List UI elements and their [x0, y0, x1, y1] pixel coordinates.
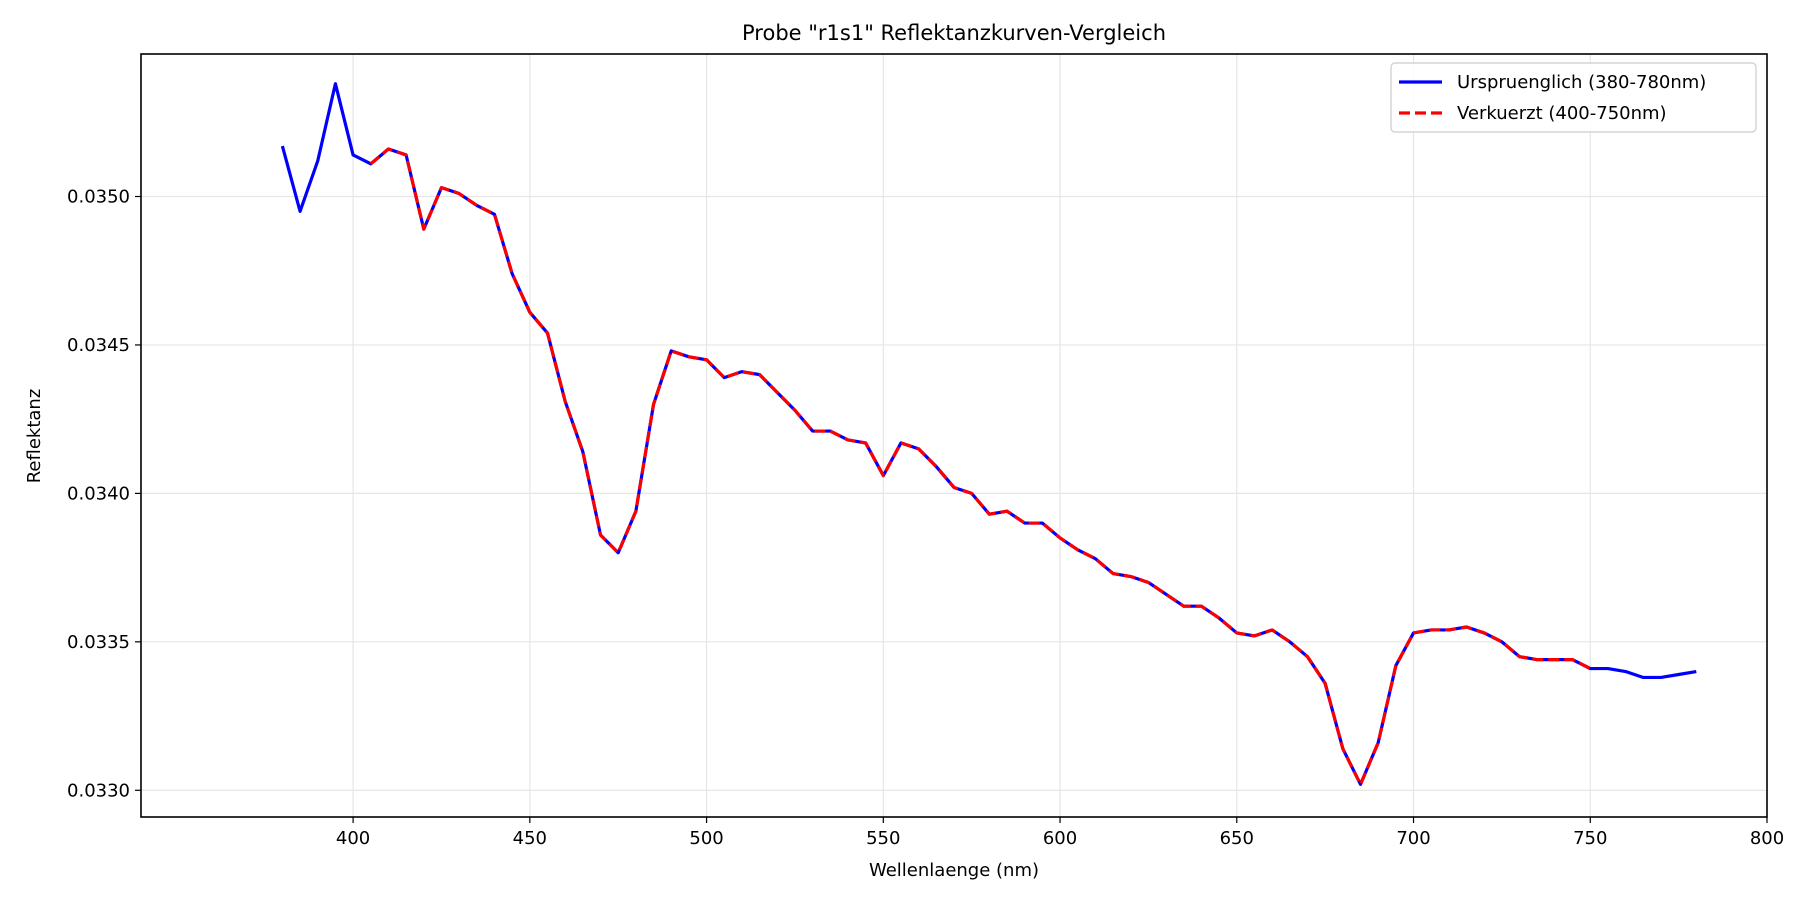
x-tick-label: 500	[689, 828, 723, 849]
y-tick-label: 0.0340	[67, 483, 130, 504]
data-series	[280, 82, 1697, 786]
grid-lines	[141, 54, 1767, 817]
x-tick-label: 400	[336, 828, 370, 849]
legend-box	[1390, 62, 1757, 133]
legend-label-original: Urspruenglich (380-780nm)	[1457, 72, 1706, 93]
y-tick-label: 0.0335	[67, 632, 130, 653]
plot-frame	[140, 53, 1768, 818]
x-tick-label: 800	[1750, 828, 1784, 849]
x-tick-label: 700	[1396, 828, 1430, 849]
legend: Urspruenglich (380-780nm) Verkuerzt (400…	[1390, 62, 1757, 133]
chart-title: Probe "r1s1" Reflektanzkurven-Vergleich	[742, 21, 1166, 45]
x-tick-label: 550	[866, 828, 900, 849]
legend-label-shortened: Verkuerzt (400-750nm)	[1457, 103, 1667, 124]
x-tick-label: 750	[1573, 828, 1607, 849]
x-axis-label: Wellenlaenge (nm)	[869, 860, 1039, 881]
axis-ticks: 400 450 500 550 600 650 700 750 800 0.0330 0.0335 0…	[67, 187, 1784, 849]
series-line-shortened	[369, 147, 1591, 786]
y-axis-label: Reflektanz	[24, 389, 45, 484]
x-tick-label: 600	[1043, 828, 1077, 849]
y-tick-label: 0.0330	[67, 780, 130, 801]
y-tick-label: 0.0350	[67, 187, 130, 208]
x-tick-label: 450	[513, 828, 547, 849]
x-tick-label: 650	[1220, 828, 1254, 849]
y-tick-label: 0.0345	[67, 335, 130, 356]
